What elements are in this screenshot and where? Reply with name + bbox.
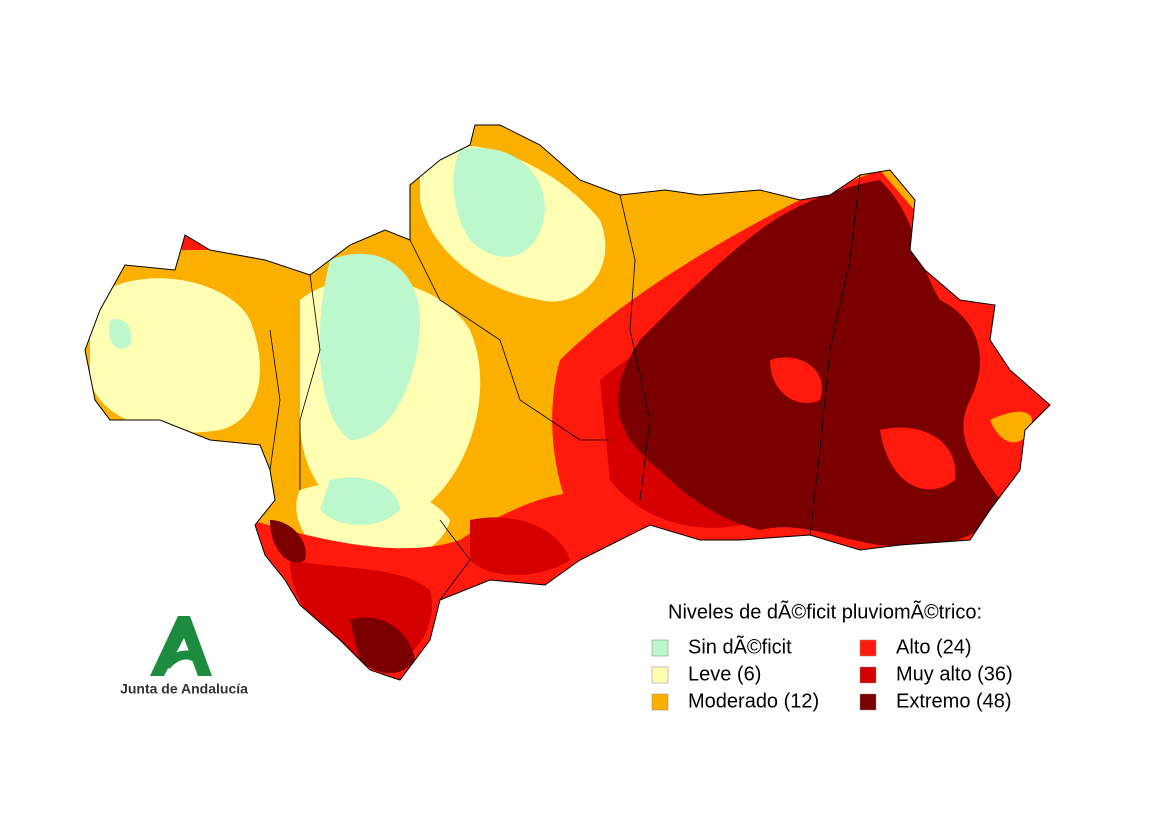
region-extreme (350, 617, 415, 674)
legend-swatch (651, 693, 669, 711)
region-none (453, 148, 545, 257)
region-none (320, 477, 400, 525)
province-borders (269, 174, 861, 601)
logo-text: Junta de Andalucía (120, 681, 248, 697)
legend: Sin dÃ©ficit Leve (6) Moderado (12) Alto (2… (651, 634, 1013, 712)
legend-label: Alto (24) (896, 636, 972, 658)
legend-swatch (859, 666, 877, 684)
region-none (109, 319, 132, 349)
region-moderate (990, 411, 1032, 443)
region-high (880, 427, 956, 490)
legend-label: Moderado (12) (688, 690, 819, 712)
legend-label: Extremo (48) (896, 690, 1012, 712)
legend-swatch (859, 693, 877, 711)
legend-label: Leve (6) (688, 663, 761, 685)
region-high (770, 357, 822, 404)
legend-label: Sin dÃ©ficit (688, 634, 792, 658)
legend-swatch (859, 639, 877, 657)
region-none (319, 253, 420, 440)
region-extreme (270, 520, 306, 563)
logo-mark (162, 650, 209, 671)
legend-swatch (651, 666, 669, 684)
region-light (90, 278, 260, 433)
logo: Junta de Andalucía (120, 616, 248, 697)
legend-title: Niveles de dÃ©ficit pluviomÃ©trico: (668, 599, 982, 623)
legend-label: Muy alto (36) (896, 663, 1013, 685)
legend-swatch (651, 639, 669, 657)
region-very-high (470, 517, 570, 575)
